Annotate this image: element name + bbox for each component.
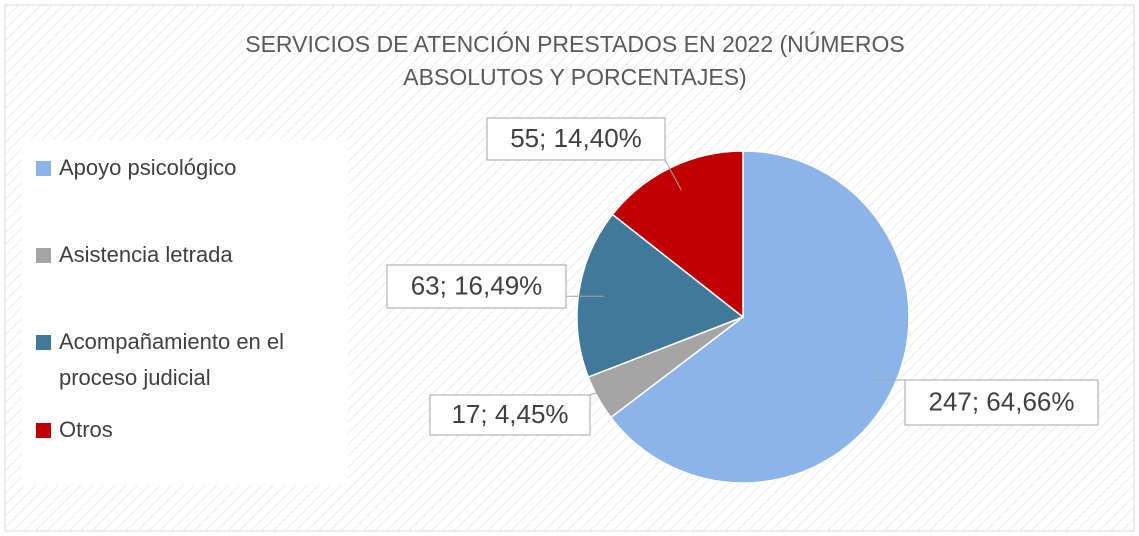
- data-label: 247; 64,66%: [928, 386, 1074, 416]
- leader-line: [589, 385, 620, 396]
- legend-swatch: [36, 248, 51, 263]
- legend-label: Otros: [59, 417, 113, 442]
- data-label-box: [904, 379, 1099, 426]
- legend-label: Acompañamiento en el proceso judicial: [59, 329, 285, 390]
- pie-slice: [576, 213, 745, 379]
- legend-label: Asistencia letrada: [59, 242, 233, 267]
- legend-item: Asistencia letrada: [36, 237, 346, 273]
- data-label: 17; 4,45%: [451, 399, 568, 429]
- legend: Apoyo psicológico Asistencia letrada Acomp…: [22, 140, 348, 485]
- leader-line: [664, 159, 682, 191]
- data-label-box: [486, 117, 666, 161]
- legend-item: Acompañamiento en el proceso judicial: [36, 324, 346, 396]
- data-label-box: [429, 394, 591, 436]
- data-label: 63; 16,49%: [411, 270, 543, 300]
- chart-title: SERVICIOS DE ATENCIÓN PRESTADOS EN 2022 …: [245, 31, 905, 90]
- legend-item: Otros: [36, 412, 346, 448]
- data-label: 55; 14,40%: [510, 123, 642, 153]
- legend-swatch: [36, 335, 51, 350]
- legend-swatch: [36, 423, 51, 438]
- legend-item: Apoyo psicológico: [36, 150, 346, 186]
- pie-slice: [611, 150, 744, 319]
- legend-swatch: [36, 161, 51, 176]
- legend-label: Apoyo psicológico: [59, 155, 237, 180]
- pie-slice: [609, 150, 910, 484]
- data-label-box: [386, 264, 567, 309]
